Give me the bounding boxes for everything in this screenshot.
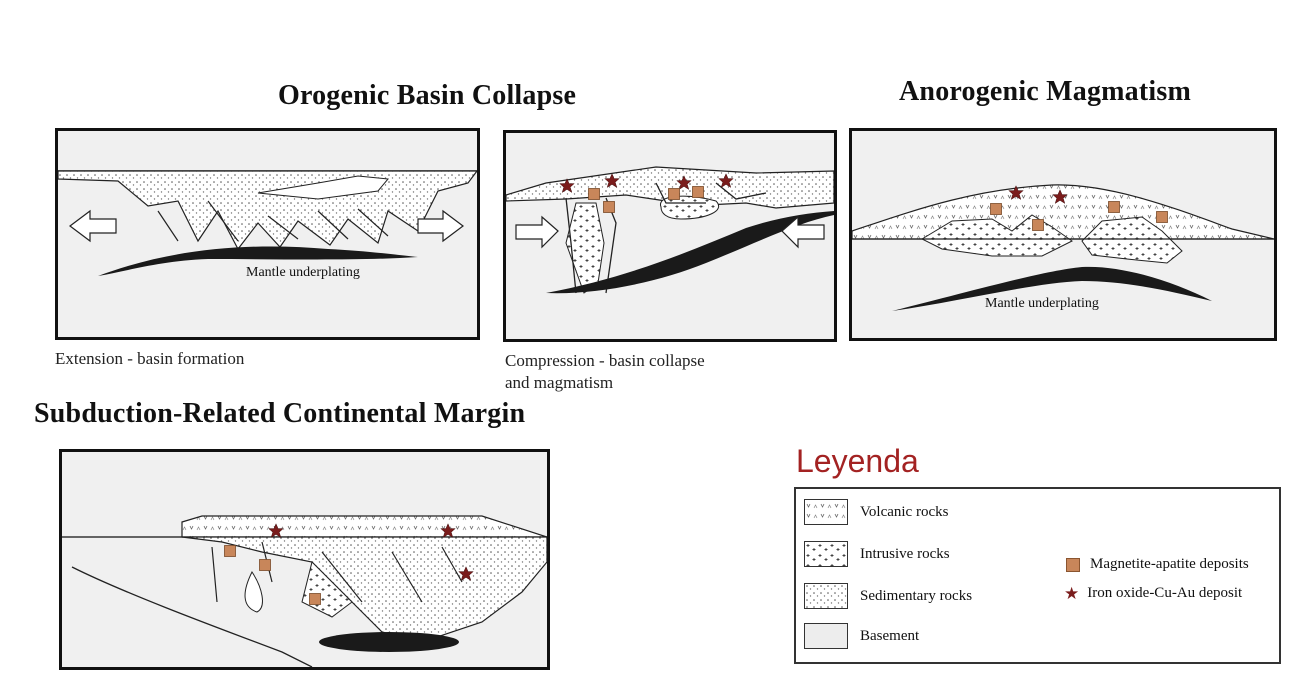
magnetite-square-icon bbox=[1108, 201, 1120, 213]
subduction-diagram bbox=[62, 452, 547, 667]
anorogenic-diagram: Mantle underplating bbox=[852, 131, 1274, 338]
legend-sedimentary-label: Sedimentary rocks bbox=[860, 587, 973, 604]
extension-underplating-label: Mantle underplating bbox=[246, 265, 360, 280]
intrusive-swatch bbox=[804, 541, 848, 567]
magnetite-square-icon bbox=[1066, 557, 1080, 572]
magnetite-square-icon bbox=[603, 201, 615, 213]
compression-caption: Compression - basin collapse and magmati… bbox=[505, 350, 705, 394]
anorogenic-panel: Mantle underplating bbox=[849, 128, 1277, 341]
magnetite-square-icon bbox=[588, 188, 600, 200]
extension-panel: Mantle underplating bbox=[55, 128, 480, 340]
magnetite-square-icon bbox=[1156, 211, 1168, 223]
right-arrow-icon bbox=[417, 209, 464, 243]
legend-sedimentary: Sedimentary rocks bbox=[804, 583, 972, 609]
left-arrow-icon bbox=[69, 209, 117, 243]
basement-swatch bbox=[804, 623, 848, 649]
magnetite-square-icon bbox=[668, 188, 680, 200]
legend-basement: Basement bbox=[804, 623, 919, 649]
subduction-panel bbox=[59, 449, 550, 670]
magnetite-square-icon bbox=[309, 593, 321, 605]
legend-iron-oxide-label: Iron oxide-Cu-Au deposit bbox=[1087, 585, 1243, 601]
legend-volcanic-label: Volcanic rocks bbox=[860, 503, 949, 520]
magnetite-square-icon bbox=[990, 203, 1002, 215]
compression-panel bbox=[503, 130, 837, 342]
subduction-margin-title: Subduction-Related Continental Margin bbox=[34, 398, 526, 429]
legend-iron-oxide: ★ Iron oxide-Cu-Au deposit bbox=[1064, 585, 1242, 602]
left-arrow-icon bbox=[515, 215, 559, 249]
magnetite-square-icon bbox=[259, 559, 271, 571]
iron-oxide-star-icon: ★ bbox=[1064, 584, 1080, 603]
compression-caption-line-1: Compression - basin collapse bbox=[505, 351, 705, 370]
sedimentary-swatch bbox=[804, 583, 848, 609]
legend-basement-label: Basement bbox=[860, 627, 920, 644]
magnetite-square-icon bbox=[1032, 219, 1044, 231]
legend-title: Leyenda bbox=[796, 443, 919, 479]
right-arrow-icon bbox=[781, 215, 825, 249]
orogenic-basin-collapse-title: Orogenic Basin Collapse bbox=[278, 80, 577, 111]
compression-diagram bbox=[506, 133, 834, 339]
anorogenic-magmatism-title: Anorogenic Magmatism bbox=[899, 76, 1191, 107]
legend-intrusive: Intrusive rocks bbox=[804, 541, 950, 567]
extension-diagram: Mantle underplating bbox=[58, 131, 477, 337]
legend-magnetite: Magnetite-apatite deposits bbox=[1066, 556, 1249, 573]
legend-intrusive-label: Intrusive rocks bbox=[860, 545, 950, 562]
compression-caption-line-2: and magmatism bbox=[505, 373, 614, 392]
volcanic-swatch bbox=[804, 499, 848, 525]
legend-box: Volcanic rocks Intrusive rocks Sedimenta… bbox=[794, 487, 1281, 664]
magnetite-square-icon bbox=[224, 545, 236, 557]
legend-magnetite-label: Magnetite-apatite deposits bbox=[1090, 556, 1249, 572]
anorogenic-underplating-label: Mantle underplating bbox=[985, 296, 1099, 311]
magnetite-square-icon bbox=[692, 186, 704, 198]
legend-volcanic: Volcanic rocks bbox=[804, 499, 948, 525]
extension-caption: Extension - basin formation bbox=[55, 349, 245, 368]
